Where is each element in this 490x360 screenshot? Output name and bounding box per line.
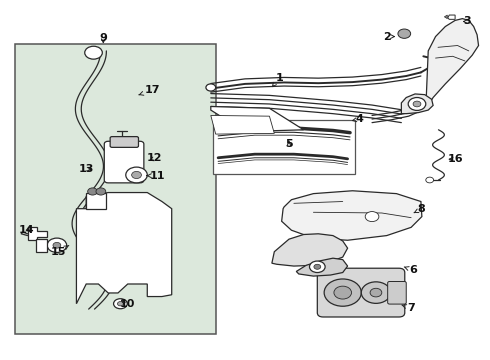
Circle shape <box>206 84 216 91</box>
Circle shape <box>53 242 61 248</box>
FancyBboxPatch shape <box>104 141 144 183</box>
Text: 2: 2 <box>383 32 394 41</box>
Circle shape <box>126 167 147 183</box>
Text: 15: 15 <box>50 246 69 257</box>
Polygon shape <box>211 107 304 132</box>
Text: 16: 16 <box>447 154 463 164</box>
Text: 8: 8 <box>414 204 425 215</box>
Circle shape <box>361 282 391 303</box>
Polygon shape <box>27 227 47 240</box>
Text: 5: 5 <box>285 139 293 149</box>
Polygon shape <box>76 193 172 304</box>
Circle shape <box>334 286 351 299</box>
Polygon shape <box>401 94 433 114</box>
FancyBboxPatch shape <box>213 121 355 174</box>
FancyBboxPatch shape <box>110 136 139 147</box>
Text: 10: 10 <box>120 299 135 309</box>
Circle shape <box>118 302 123 306</box>
Circle shape <box>370 288 382 297</box>
Text: 12: 12 <box>147 153 162 163</box>
Circle shape <box>413 101 421 107</box>
Circle shape <box>408 98 426 111</box>
Circle shape <box>310 261 325 273</box>
Text: 7: 7 <box>402 303 415 314</box>
Polygon shape <box>444 15 447 19</box>
Circle shape <box>426 177 434 183</box>
FancyBboxPatch shape <box>15 44 216 334</box>
Circle shape <box>324 279 361 306</box>
Polygon shape <box>272 234 347 266</box>
Polygon shape <box>282 191 422 240</box>
Circle shape <box>132 171 142 179</box>
Text: 14: 14 <box>18 225 34 235</box>
Polygon shape <box>426 19 479 109</box>
Circle shape <box>114 299 127 309</box>
Circle shape <box>96 188 106 195</box>
Polygon shape <box>86 193 106 209</box>
Text: 6: 6 <box>404 265 417 275</box>
Text: 13: 13 <box>78 164 94 174</box>
Polygon shape <box>211 116 274 134</box>
Text: 9: 9 <box>99 33 107 43</box>
Text: 11: 11 <box>147 171 165 181</box>
Circle shape <box>398 29 411 39</box>
Text: 4: 4 <box>352 114 364 124</box>
Circle shape <box>314 264 321 269</box>
Circle shape <box>47 238 67 252</box>
Text: 17: 17 <box>139 85 160 95</box>
Text: 1: 1 <box>272 73 283 87</box>
Polygon shape <box>36 239 47 252</box>
Circle shape <box>365 212 379 222</box>
FancyBboxPatch shape <box>318 268 405 317</box>
Polygon shape <box>296 258 347 276</box>
Circle shape <box>88 188 98 195</box>
Text: 3: 3 <box>464 17 471 27</box>
Circle shape <box>85 46 102 59</box>
Polygon shape <box>448 15 455 19</box>
FancyBboxPatch shape <box>388 282 406 304</box>
